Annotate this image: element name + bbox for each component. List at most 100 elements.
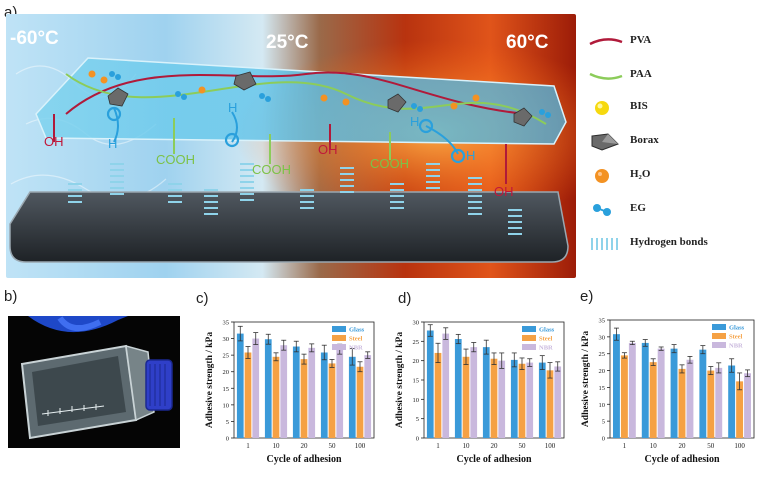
cooh-group-label: COOH: [370, 156, 409, 171]
x-tick-label: 100: [355, 442, 366, 450]
legend-label-glass: Glass: [539, 327, 555, 334]
hydrogel-schematic: -60°C 25°C 60°C OH OH OH COOH COOH COOH …: [6, 14, 576, 278]
x-tick-label: 10: [650, 442, 658, 450]
chart-c: 0 5 10 15 20 25 30 35 1 10 20 50 100 Glass Steel NBR Cyc…: [186, 300, 382, 475]
x-tick-label: 1: [246, 442, 250, 450]
x-tick-label: 100: [545, 442, 556, 450]
temp-room-label: 25°C: [266, 32, 309, 53]
x-tick-label: 1: [623, 442, 627, 450]
legend-item-hydrogen-bonds: Hydrogen bonds: [588, 232, 764, 256]
bar-steel-20: [490, 358, 498, 438]
green-line-icon: [589, 72, 623, 80]
y-tick-label: 25: [413, 339, 420, 346]
y-tick-label: 0: [416, 436, 419, 443]
bar-glass-10: [454, 339, 462, 438]
y-tick-label: 20: [223, 369, 230, 376]
y-tick-label: 15: [599, 385, 606, 392]
y-tick-label: 30: [413, 320, 420, 327]
bar-steel-10: [272, 356, 280, 438]
oh-group-label: OH: [318, 142, 338, 157]
bar-nbr-100: [364, 355, 372, 438]
legend-item-eg: EG: [588, 198, 764, 222]
legend-swatch-steel: [332, 335, 346, 341]
legend-item-borax: Borax: [588, 130, 764, 154]
y-tick-label: 15: [223, 386, 230, 393]
x-axis-label: Cycle of adhesion: [457, 454, 532, 465]
bar-glass-50: [510, 359, 518, 438]
y-tick-label: 25: [223, 353, 230, 360]
legend-swatch-nbr: [332, 344, 346, 350]
x-axis-label: Cycle of adhesion: [267, 454, 342, 465]
h-atom-label: H: [466, 148, 476, 163]
borax-crystal-icon: [591, 133, 619, 151]
bar-glass-10: [641, 342, 649, 438]
y-tick-label: 5: [416, 416, 419, 423]
bar-glass-1: [426, 330, 434, 438]
bar-glass-100: [728, 365, 736, 438]
legend-label-glass: Glass: [729, 325, 745, 332]
chart-e-svg: 0 5 10 15 20 25 30 35 1 10 20 50 100 Glass Steel NBR Cyc…: [581, 318, 755, 465]
legend-label: PVA: [630, 34, 652, 46]
panel-label-e: e): [580, 288, 594, 305]
bar-nbr-10: [470, 347, 478, 438]
bottle-photo: [8, 316, 180, 448]
h-atom-label: H: [410, 114, 420, 129]
legend-swatch-nbr: [712, 342, 726, 348]
y-tick-label: 35: [223, 320, 230, 327]
legend-swatch-glass: [332, 326, 346, 332]
y-axis-label: Adhesive strength / kPa: [581, 331, 591, 427]
h-atom-label: H: [108, 136, 118, 151]
bar-glass-20: [292, 346, 300, 438]
x-tick-label: 20: [679, 442, 687, 450]
x-tick-label: 50: [707, 442, 715, 450]
legend-swatch-glass: [712, 324, 726, 330]
y-tick-label: 30: [223, 336, 230, 343]
cooh-group-label: COOH: [252, 162, 291, 177]
oh-group-label: OH: [44, 134, 64, 149]
legend-label-nbr: NBR: [349, 345, 363, 352]
h-atom-label: H: [228, 100, 238, 115]
panel-label-b: b): [4, 288, 18, 305]
bar-nbr-1: [442, 333, 450, 438]
bar-steel-20: [300, 359, 308, 438]
bar-steel-20: [678, 368, 686, 438]
y-tick-label: 0: [226, 436, 229, 443]
red-line-icon: [589, 38, 623, 46]
hydrogen-bond-icon: [591, 238, 618, 250]
eg-molecule-icon: [593, 204, 611, 216]
bar-glass-20: [670, 348, 678, 438]
legend-label: BIS: [630, 100, 648, 112]
bar-nbr-1: [252, 338, 260, 438]
cooh-group-label: COOH: [156, 152, 195, 167]
bar-nbr-10: [280, 345, 288, 438]
x-tick-label: 1: [436, 442, 440, 450]
bar-steel-1: [620, 355, 628, 438]
y-tick-label: 20: [599, 368, 606, 375]
chart-c-svg: 0 5 10 15 20 25 30 35 1 10 20 50 100 Glass Steel NBR Cyc…: [205, 320, 375, 465]
legend-swatch-steel: [712, 333, 726, 339]
bar-steel-50: [707, 370, 715, 438]
legend-label: Hydrogen bonds: [630, 236, 708, 248]
y-tick-label: 5: [602, 419, 605, 426]
bar-steel-10: [649, 362, 657, 438]
bar-nbr-1: [628, 342, 636, 438]
y-tick-label: 20: [413, 358, 420, 365]
x-axis-label: Cycle of adhesion: [645, 454, 720, 465]
legend-label-steel: Steel: [349, 336, 363, 343]
legend-item-water: H₂O: [588, 164, 764, 188]
schematic-illustration: [6, 14, 576, 278]
y-axis-label: Adhesive strength / kPa: [395, 332, 405, 428]
bar-steel-1: [434, 352, 442, 438]
bar-glass-10: [264, 339, 272, 438]
legend-label: PAA: [630, 68, 652, 80]
legend-label-glass: Glass: [349, 327, 365, 334]
y-tick-label: 10: [599, 402, 606, 409]
y-axis-label: Adhesive strength / kPa: [205, 332, 215, 428]
panel-label-d: d): [398, 290, 412, 307]
temp-cold-label: -60°C: [10, 28, 59, 49]
x-tick-label: 100: [734, 442, 745, 450]
y-tick-label: 35: [599, 318, 606, 325]
bar-steel-100: [356, 366, 364, 438]
bar-nbr-50: [336, 349, 344, 438]
bar-steel-50: [518, 363, 526, 438]
